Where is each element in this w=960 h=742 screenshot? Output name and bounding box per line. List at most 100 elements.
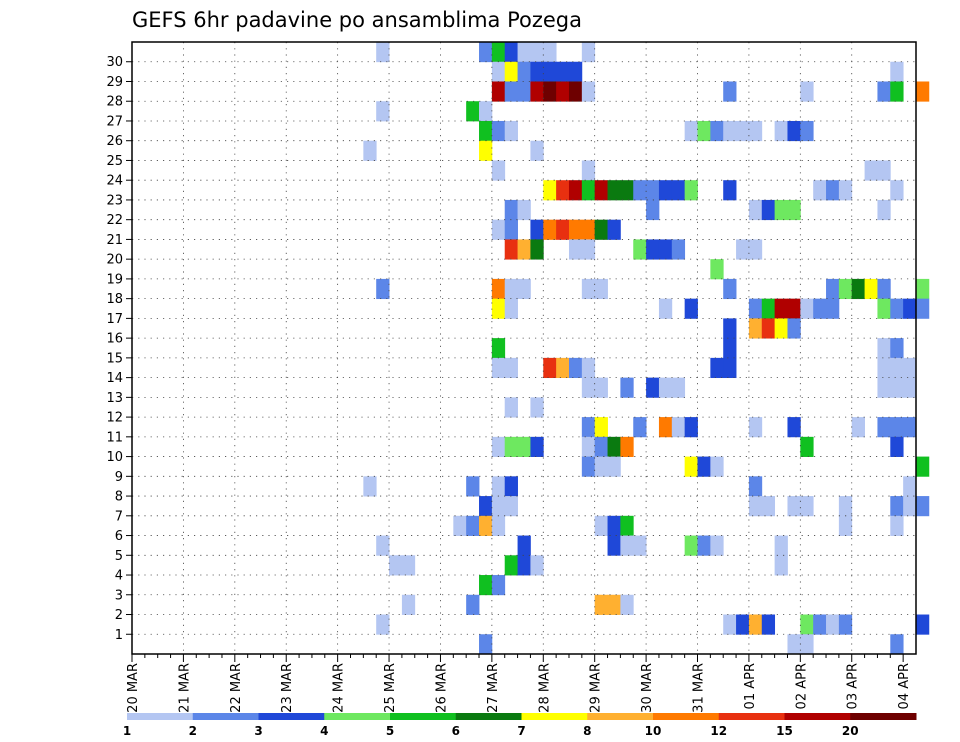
- y-tick-label: 15: [106, 351, 123, 366]
- heatmap-cell: [581, 219, 596, 240]
- heatmap-cell: [504, 219, 518, 240]
- y-tick-label: 23: [106, 193, 123, 208]
- legend-color-swatch: [127, 713, 194, 720]
- heatmap-cell: [556, 81, 570, 102]
- heatmap-cell: [787, 634, 801, 655]
- heatmap-cell: [890, 298, 904, 319]
- y-tick-label: 20: [106, 253, 123, 268]
- heatmap-cell: [363, 476, 377, 497]
- x-tick-label: 30 MAR: [640, 663, 655, 713]
- heatmap-cell: [671, 417, 686, 438]
- legend-color-swatch: [258, 713, 325, 720]
- heatmap-cell: [903, 496, 917, 517]
- y-tick-label: 30: [106, 55, 123, 70]
- legend-color-swatch: [390, 713, 457, 720]
- heatmap-cell: [916, 81, 930, 102]
- y-tick-label: 1: [115, 628, 123, 643]
- heatmap-cell: [594, 456, 608, 477]
- heatmap-cell: [903, 298, 917, 319]
- heatmap-cell: [748, 614, 763, 635]
- heatmap-cells: [363, 42, 930, 655]
- heatmap-cell: [607, 535, 621, 556]
- legend-color-swatch: [455, 713, 522, 720]
- heatmap-cell: [787, 199, 801, 221]
- heatmap-cell: [890, 61, 904, 82]
- heatmap-cell: [787, 417, 801, 438]
- heatmap-cell: [800, 81, 814, 102]
- heatmap-cell: [556, 219, 570, 240]
- x-tick-label: 02 APR: [794, 663, 809, 709]
- heatmap-cell: [697, 535, 711, 556]
- legend-label: 4: [320, 724, 328, 738]
- heatmap-cell: [916, 456, 930, 477]
- x-tick-label: 21 MAR: [177, 663, 192, 713]
- heatmap-cell: [774, 120, 788, 142]
- heatmap-cell: [723, 614, 737, 635]
- heatmap-cell: [530, 239, 544, 260]
- x-axis: 20 MAR 21 MAR 22 MAR 23 MAR 24 MAR 25 MAR 26 M…: [126, 654, 912, 713]
- y-tick-label: 29: [106, 75, 123, 90]
- heatmap-cell: [877, 81, 891, 102]
- heatmap-cell: [466, 101, 480, 122]
- legend-label: 1: [123, 724, 131, 738]
- heatmap-cell: [491, 476, 506, 497]
- heatmap-cell: [903, 417, 917, 438]
- heatmap-cell: [761, 614, 776, 635]
- heatmap-cell: [581, 81, 596, 102]
- y-tick-label: 13: [106, 391, 123, 406]
- heatmap-cell: [517, 278, 531, 300]
- heatmap-cell: [517, 239, 531, 260]
- heatmap-cell: [568, 239, 583, 260]
- heatmap-cell: [504, 357, 518, 379]
- legend-label: 2: [189, 724, 197, 738]
- heatmap-cell: [543, 61, 557, 82]
- heatmap-cell: [851, 278, 865, 300]
- heatmap-cell: [401, 555, 416, 576]
- heatmap-cell: [748, 239, 763, 260]
- heatmap-cell: [903, 377, 917, 398]
- heatmap-cell: [504, 199, 518, 221]
- legend-label: 6: [452, 724, 460, 738]
- y-tick-label: 25: [106, 154, 123, 169]
- heatmap-cell: [607, 219, 621, 240]
- heatmap-cell: [530, 436, 544, 457]
- heatmap-cell: [710, 120, 724, 142]
- heatmap-cell: [684, 298, 698, 319]
- heatmap-cell: [581, 42, 596, 63]
- heatmap-cell: [723, 357, 737, 379]
- heatmap-cell: [517, 535, 531, 556]
- x-tick-label: 31 MAR: [692, 663, 707, 713]
- heatmap-cell: [890, 357, 904, 379]
- heatmap-cell: [594, 377, 608, 398]
- heatmap-cell: [568, 61, 583, 82]
- heatmap-cell: [838, 614, 853, 635]
- heatmap-cell: [684, 417, 698, 438]
- heatmap-cell: [517, 555, 531, 576]
- heatmap-cell: [877, 298, 891, 319]
- heatmap-cell: [761, 199, 776, 221]
- heatmap-cell: [543, 42, 557, 63]
- heatmap-cell: [620, 180, 634, 201]
- heatmap-cell: [517, 81, 531, 102]
- heatmap-cell: [774, 199, 788, 221]
- heatmap-cell: [890, 180, 904, 201]
- heatmap-cell: [774, 298, 788, 319]
- heatmap-cell: [376, 101, 390, 122]
- heatmap-cell: [543, 357, 557, 379]
- heatmap-cell: [517, 199, 531, 221]
- heatmap-cell: [890, 81, 904, 102]
- heatmap-cell: [826, 278, 840, 300]
- heatmap-cell: [890, 436, 904, 457]
- heatmap-cell: [646, 377, 660, 398]
- heatmap-cell: [916, 496, 930, 517]
- heatmap-cell: [748, 417, 763, 438]
- heatmap-cell: [774, 555, 788, 576]
- heatmap-cell: [453, 515, 467, 536]
- x-tick-label: 25 MAR: [383, 663, 398, 713]
- heatmap-cell: [620, 436, 634, 457]
- heatmap-cell: [658, 377, 673, 398]
- heatmap-cell: [761, 318, 776, 339]
- heatmap-cell: [466, 476, 480, 497]
- heatmap-cell: [646, 239, 660, 260]
